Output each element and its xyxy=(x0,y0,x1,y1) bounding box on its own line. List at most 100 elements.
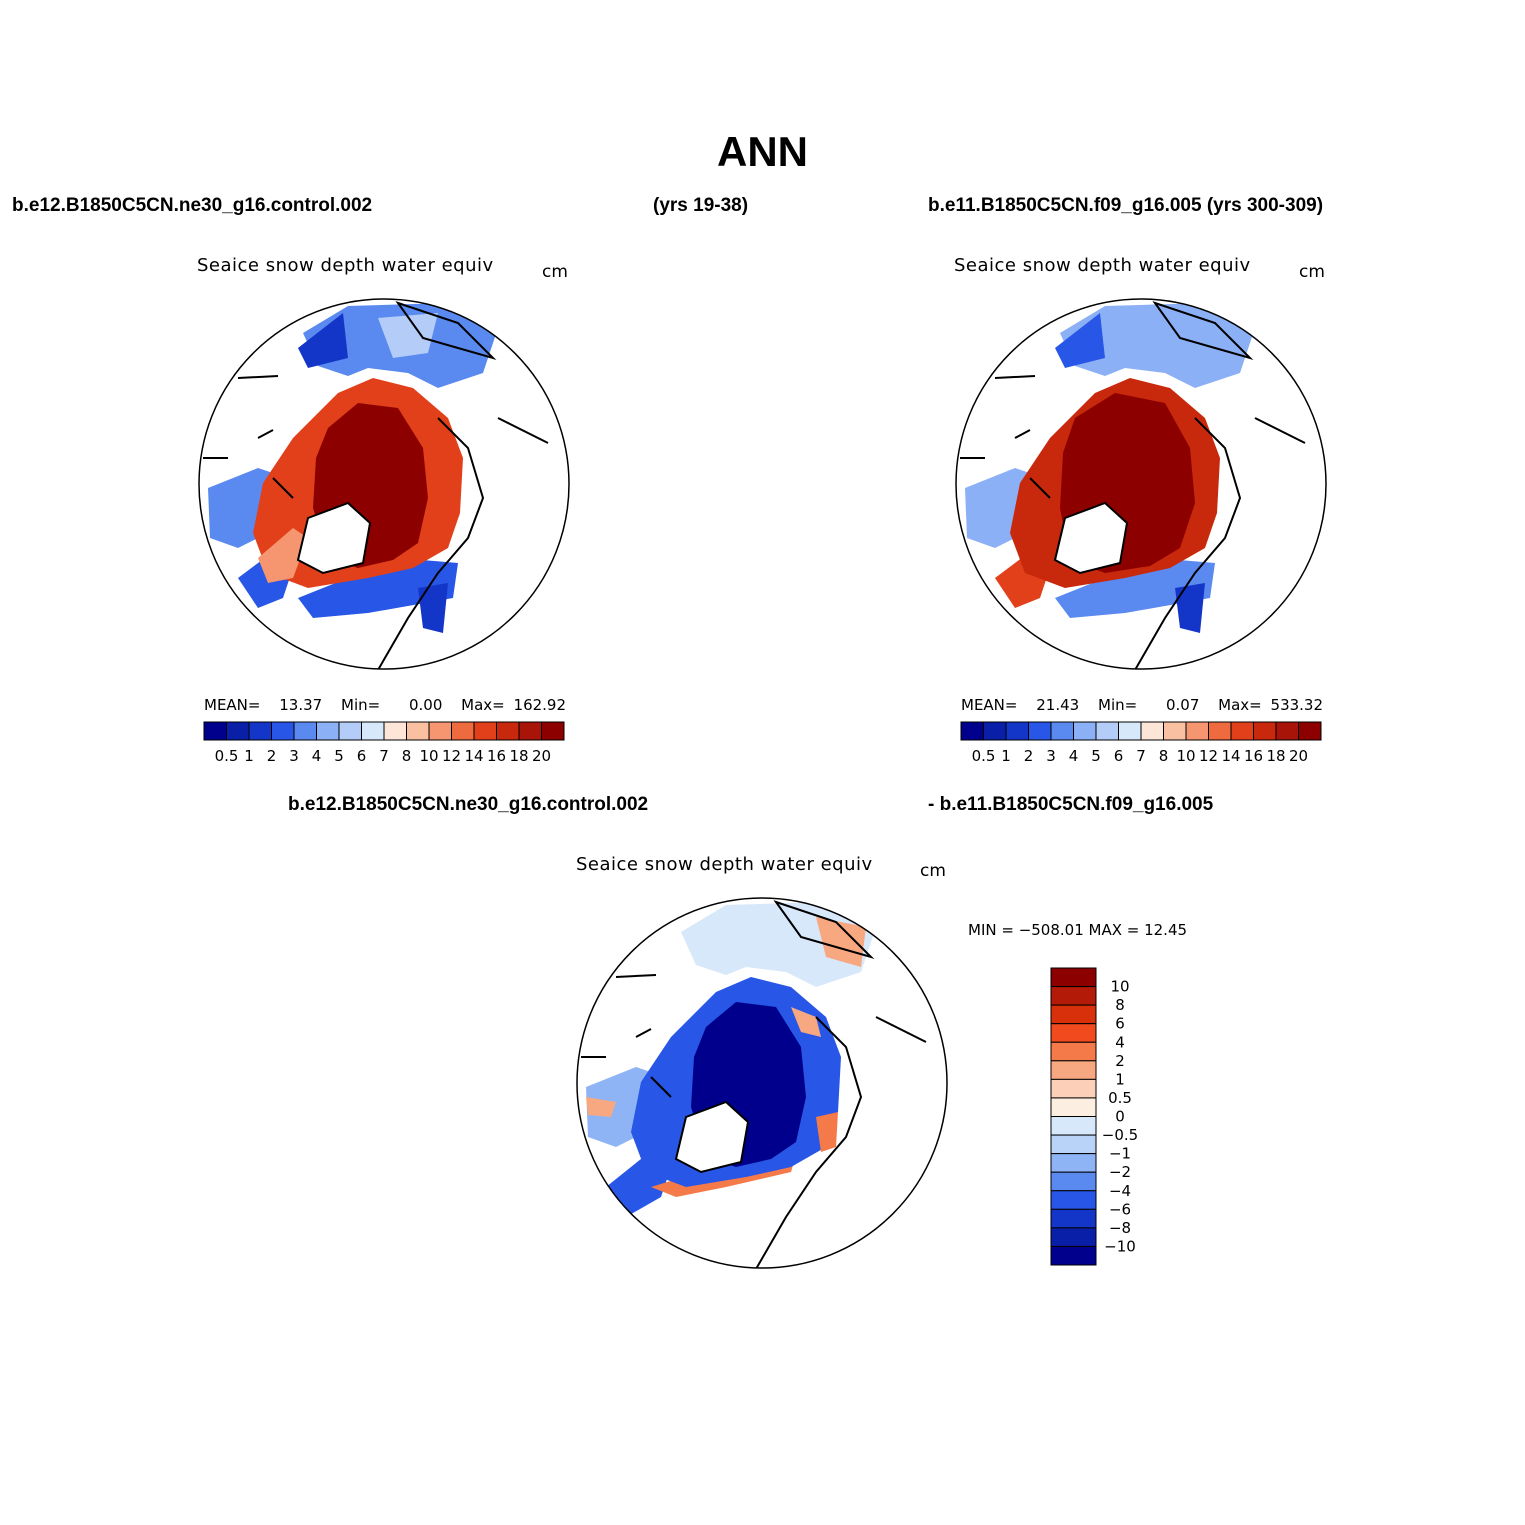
colorbar-difference-swatch xyxy=(1050,1208,1097,1229)
region-baffin xyxy=(258,528,308,583)
colorbar-control-label: 2 xyxy=(267,747,277,765)
panel2-max-label: Max= xyxy=(1218,696,1262,714)
greenland-land xyxy=(1053,501,1129,575)
map-boundary xyxy=(198,298,570,670)
coast-alaska xyxy=(773,900,875,960)
colorbar-difference-label: −2 xyxy=(1109,1163,1131,1181)
colorbar-comparison-label: 6 xyxy=(1114,747,1124,765)
panel1-max-value: 162.92 xyxy=(513,696,567,714)
region-pacific-sector xyxy=(1060,303,1255,388)
colorbar-comparison-label: 3 xyxy=(1046,747,1056,765)
colorbar-difference-label: −4 xyxy=(1109,1182,1131,1200)
colorbar-difference-swatch xyxy=(1050,1097,1097,1117)
colorbar-comparison-label: 8 xyxy=(1159,747,1169,765)
colorbar-control-label: 7 xyxy=(379,747,389,765)
colorbar-difference-label: 2 xyxy=(1115,1052,1125,1070)
colorbar-control-swatch xyxy=(316,721,340,741)
colorbar-comparison-label: 2 xyxy=(1024,747,1034,765)
map-difference xyxy=(576,897,948,1269)
panel1-units: cm xyxy=(542,262,568,282)
map-comparison xyxy=(955,298,1327,670)
colorbar-comparison-swatch xyxy=(1298,721,1322,741)
coast-alaska xyxy=(395,301,497,361)
colorbar-difference-swatch xyxy=(1050,986,1097,1006)
coast-fragments xyxy=(203,375,549,499)
colorbar-comparison-label: 10 xyxy=(1176,747,1195,765)
coast-fragments xyxy=(581,974,927,1098)
region-baltic xyxy=(1175,583,1205,633)
region-chukchi-positive xyxy=(816,917,866,967)
diff-units: cm xyxy=(920,861,946,881)
colorbar-comparison-swatch xyxy=(960,721,984,741)
colorbar-control-swatch xyxy=(541,721,565,741)
colorbar-control-label: 10 xyxy=(419,747,438,765)
case-name-left: b.e12.B1850C5CN.ne30_g16.control.002 xyxy=(12,195,373,216)
colorbar-comparison-label: 1 xyxy=(1001,747,1011,765)
colorbar-difference-swatch xyxy=(1050,1190,1097,1210)
colorbar-control-label: 8 xyxy=(402,747,412,765)
map-boundary xyxy=(955,298,1327,670)
colorbar-comparison-label: 12 xyxy=(1199,747,1218,765)
years-label: (yrs 19-38) xyxy=(653,195,749,216)
colorbar-control-label: 16 xyxy=(487,747,506,765)
colorbar-control-label: 12 xyxy=(442,747,461,765)
colorbar-comparison-label: 4 xyxy=(1069,747,1079,765)
panel1-variable-title: Seaice snow depth water equiv xyxy=(197,255,494,276)
colorbar-difference-swatch xyxy=(1050,1060,1097,1080)
colorbar-control-swatch xyxy=(361,721,385,741)
colorbar-comparison-swatch xyxy=(1118,721,1142,741)
colorbar-difference-label: 6 xyxy=(1115,1015,1125,1033)
colorbar-control-swatch xyxy=(248,721,272,741)
colorbar-difference-swatch xyxy=(1050,1245,1097,1266)
colorbar-comparison-swatch xyxy=(1050,721,1074,741)
colorbar-control-swatch xyxy=(473,721,497,741)
colorbar-difference-swatch xyxy=(1050,1153,1097,1173)
colorbar-difference-label: 8 xyxy=(1115,996,1125,1014)
colorbar-comparison-label: 18 xyxy=(1266,747,1285,765)
colorbar-comparison-swatch xyxy=(1230,721,1254,741)
panel2-max-value: 533.32 xyxy=(1270,696,1324,714)
colorbar-difference-swatch xyxy=(1050,1078,1097,1099)
colorbar-control-swatch xyxy=(271,721,295,741)
colorbar-control-swatch xyxy=(203,721,227,741)
greenland-land xyxy=(296,501,372,575)
colorbar-difference-swatch xyxy=(1050,1041,1097,1062)
colorbar-difference-swatch xyxy=(1050,1171,1097,1192)
colorbar-comparison-label: 0.5 xyxy=(972,747,996,765)
panel2-units: cm xyxy=(1299,262,1325,282)
colorbar-control-swatch xyxy=(451,721,475,741)
colorbar-comparison: 0.5 1 2 3 4 5 6 7 8 10 12 14 16 18 20 xyxy=(960,721,1322,765)
panel2-stats: MEAN= 21.43 Min= 0.07 Max= 533.32 xyxy=(961,696,1323,714)
colorbar-control-swatch xyxy=(226,721,250,741)
colorbar-control-swatch xyxy=(428,721,452,741)
coast-fragments xyxy=(960,375,1306,499)
colorbar-difference-swatch xyxy=(1050,1004,1097,1025)
case-name-right: b.e11.B1850C5CN.f09_g16.005 (yrs 300-309… xyxy=(928,195,1324,216)
colorbar-difference-label: −0.5 xyxy=(1102,1126,1138,1144)
colorbar-comparison-swatch xyxy=(1095,721,1119,741)
panel2-min-label: Min= xyxy=(1098,696,1138,714)
colorbar-difference-swatch xyxy=(1050,1227,1097,1247)
colorbar-control-swatch xyxy=(406,721,430,741)
panel2-min-value: 0.07 xyxy=(1165,696,1200,714)
colorbar-control-label: 0.5 xyxy=(215,747,239,765)
panel1-mean-label: MEAN= xyxy=(204,696,261,714)
panel1-stats: MEAN= 13.37 Min= 0.00 Max= 162.92 xyxy=(204,696,566,714)
colorbar-control-label: 14 xyxy=(464,747,483,765)
coast-siberia-europe xyxy=(377,417,485,669)
colorbar-comparison-label: 20 xyxy=(1289,747,1308,765)
colorbar-difference-label: 0 xyxy=(1115,1108,1125,1126)
page-title: ANN xyxy=(717,128,808,175)
colorbar-comparison-label: 14 xyxy=(1221,747,1240,765)
colorbar-comparison-swatch xyxy=(1275,721,1299,741)
colorbar-control-swatch xyxy=(338,721,362,741)
colorbar-difference-swatch xyxy=(1050,1023,1097,1043)
diff-case-b: - b.e11.B1850C5CN.f09_g16.005 xyxy=(928,794,1214,815)
region-bering xyxy=(1055,313,1105,368)
panel2-mean-value: 21.43 xyxy=(1036,696,1080,714)
colorbar-control: 0.5 1 2 3 4 5 6 7 8 10 12 14 16 18 20 xyxy=(203,721,565,765)
region-bering xyxy=(298,313,348,368)
colorbar-comparison-swatch xyxy=(1208,721,1232,741)
colorbar-control-label: 1 xyxy=(244,747,254,765)
